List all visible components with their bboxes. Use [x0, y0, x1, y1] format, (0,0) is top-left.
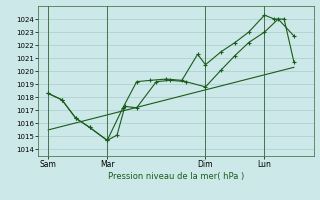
X-axis label: Pression niveau de la mer( hPa ): Pression niveau de la mer( hPa ) [108, 172, 244, 181]
